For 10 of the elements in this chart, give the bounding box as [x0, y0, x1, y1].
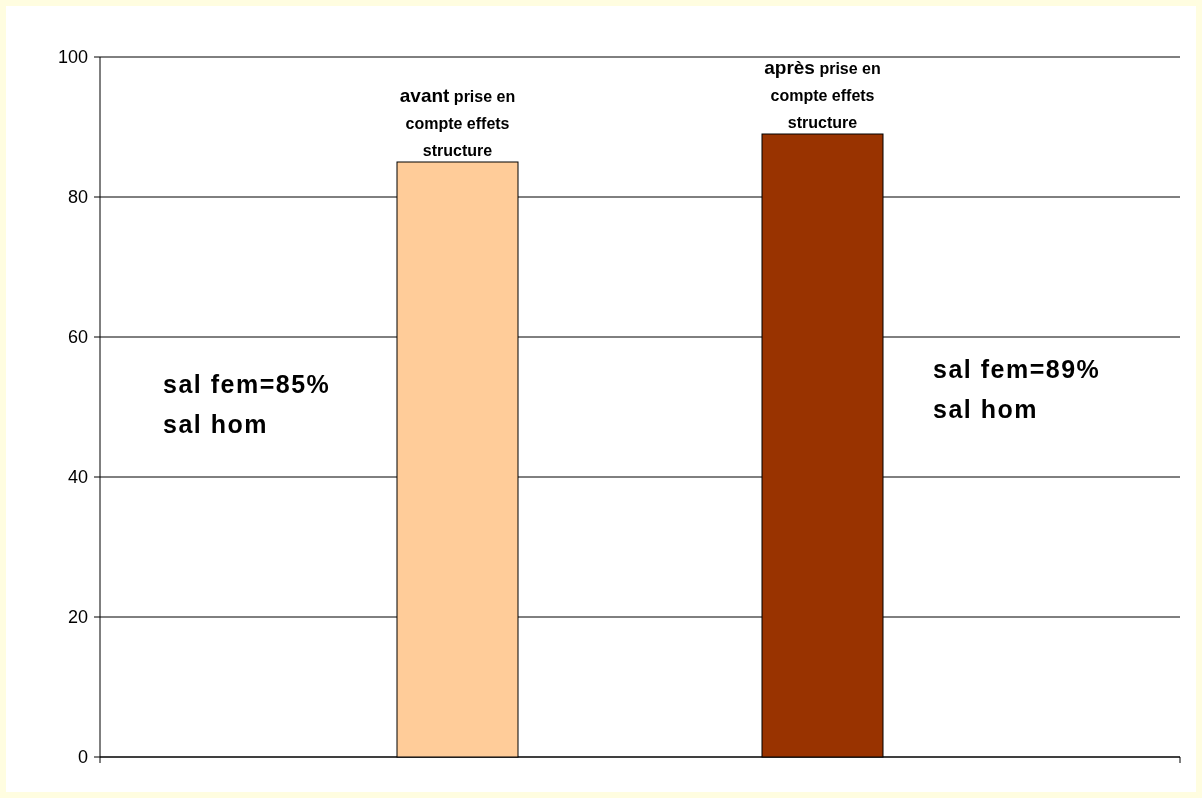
- text: avant prise en compte effets structure: [399, 85, 516, 159]
- annotation: sal fem=85% sal hom: [163, 370, 331, 438]
- y-tick-label: 20: [67, 607, 88, 628]
- y-tick-label: 0: [77, 747, 88, 768]
- y-tick-label: 80: [67, 187, 88, 208]
- y-tick-label: 40: [67, 467, 88, 488]
- y-tick-label: 100: [57, 47, 88, 68]
- annotation: sal fem=89% sal hom: [933, 355, 1101, 423]
- text: après prise en compte effets structure: [764, 57, 881, 131]
- y-tick-label: 60: [67, 327, 88, 348]
